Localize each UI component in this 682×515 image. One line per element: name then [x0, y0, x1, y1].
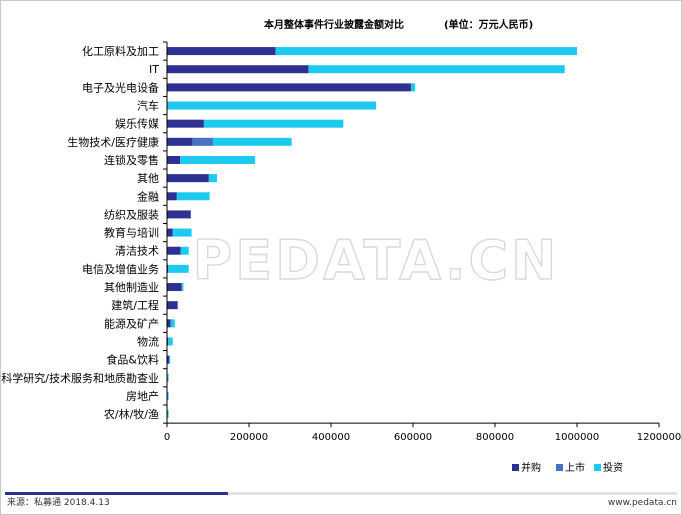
- bar-segment: [176, 192, 210, 201]
- bar-segment: [212, 137, 292, 146]
- category-label: 娱乐传媒: [115, 117, 159, 131]
- bar-segment: [180, 155, 256, 164]
- category-label: 食品&饮料: [106, 353, 159, 367]
- category-label: 生物技术/医疗健康: [67, 135, 159, 149]
- bar-segment: [168, 337, 173, 346]
- bar-segment: [167, 47, 276, 56]
- bar-segment: [203, 119, 344, 128]
- bar-segment: [167, 101, 377, 110]
- bar-segment: [167, 192, 177, 201]
- bar-segment: [167, 210, 191, 219]
- legend-label: 并购: [521, 461, 541, 474]
- bar-segment: [167, 337, 169, 346]
- bar-segment: [180, 246, 189, 255]
- bar-segment: [275, 47, 577, 56]
- category-label: 教育与培训: [104, 226, 159, 240]
- category-label: 其他: [137, 172, 159, 185]
- bar-segment: [208, 174, 218, 183]
- footer-bar-dark: [5, 492, 228, 495]
- category-label: 清洁技术: [115, 245, 159, 258]
- x-tick-label: 1200000: [637, 432, 681, 443]
- watermark: PEDATA.CN: [193, 229, 560, 292]
- legend-swatch: [556, 464, 563, 471]
- bar-segment: [172, 228, 192, 237]
- bar-segment: [192, 137, 213, 146]
- bar-segment: [308, 65, 565, 74]
- category-label: 电信及增值业务: [82, 262, 159, 276]
- category-label: 能源及矿产: [104, 316, 159, 330]
- bar-segment: [167, 264, 169, 273]
- category-label: 化工原料及加工: [82, 44, 159, 58]
- footer-bar-light: [228, 492, 677, 495]
- category-label: 连锁及零售: [104, 153, 159, 167]
- x-tick-label: 200000: [230, 432, 268, 443]
- legend: 并购 上市 投资: [512, 461, 623, 474]
- bar-segment: [181, 283, 184, 292]
- bar-segment: [167, 319, 171, 328]
- x-axis: 0 200000 400000 600000 800000 1000000 1200000: [163, 41, 681, 443]
- bar-segment: [170, 319, 175, 328]
- chart-title: 本月整体事件行业披露金额对比: [264, 18, 404, 31]
- bar-segment: [167, 65, 309, 74]
- x-tick-label: 1000000: [555, 432, 600, 443]
- category-label: 物流: [137, 334, 159, 348]
- category-label: 汽车: [137, 99, 159, 113]
- bar-segment: [168, 264, 189, 273]
- bar-segment: [167, 373, 169, 382]
- bar-segment: [167, 301, 178, 310]
- x-tick-label: 600000: [394, 432, 432, 443]
- legend-label: 上市: [565, 461, 585, 474]
- x-tick-label: 0: [164, 432, 170, 443]
- category-label: IT: [149, 63, 159, 76]
- category-label: 纺织及服装: [104, 207, 159, 221]
- category-labels: 化工原料及加工 IT 电子及光电设备汽车娱乐传媒生物技术/医疗健康连锁及零售其他金融…: [1, 44, 159, 421]
- bar-segment: [167, 155, 181, 164]
- footer-url: www.pedata.cn: [608, 498, 677, 508]
- bar-segment: [167, 174, 209, 183]
- bar-segment: [167, 410, 169, 419]
- bar-segment: [167, 83, 411, 92]
- bar-segment: [167, 137, 193, 146]
- x-tick-label: 400000: [312, 432, 350, 443]
- category-label: 金融: [137, 189, 159, 203]
- legend-swatch: [512, 464, 519, 471]
- bar-segment: [167, 119, 204, 128]
- x-tick-label: 800000: [476, 432, 514, 443]
- footer-source: 来源：私募通 2018.4.13: [7, 496, 110, 508]
- chart-unit-note: (单位：万元人民币): [444, 18, 533, 31]
- bar-segment: [169, 355, 171, 364]
- category-label: 房地产: [126, 389, 159, 403]
- legend-swatch: [594, 464, 601, 471]
- bar-segment: [410, 83, 416, 92]
- legend-label: 投资: [603, 461, 623, 474]
- category-label: 其他制造业: [104, 280, 159, 294]
- bar-segment: [167, 246, 181, 255]
- category-label: 建筑/工程: [111, 298, 159, 312]
- bar-segment: [167, 355, 170, 364]
- category-label: 科学研究/技术服务和地质勘查业: [1, 371, 159, 385]
- bar-segment: [167, 228, 173, 237]
- bar-segment: [167, 391, 169, 400]
- bar-segment: [167, 283, 182, 292]
- category-label: 电子及光电设备: [82, 80, 159, 94]
- category-label: 农/林/牧/渔: [104, 407, 159, 421]
